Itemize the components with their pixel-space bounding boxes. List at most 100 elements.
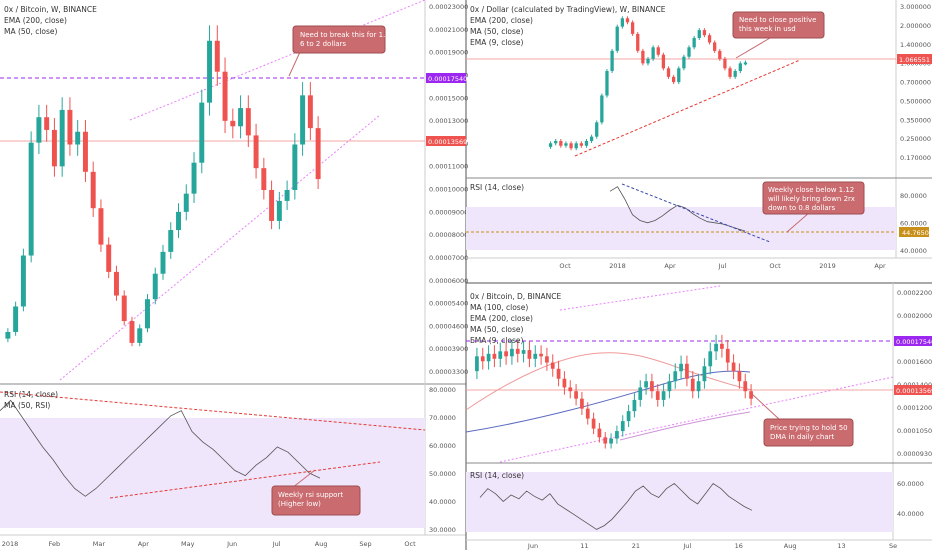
candle-body [13,306,19,332]
candle-body [702,366,707,382]
y-tick-label: 0.700000 [900,79,931,87]
svg-text:44.7650: 44.7650 [902,229,929,237]
y-tick-label: 70.0000 [429,414,456,422]
y-tick-label: 0.00015000 [429,94,468,102]
candle-body [723,58,727,69]
candle-body [641,50,645,64]
candle-body [707,35,712,43]
y-tick-label: 0.00011000 [429,163,468,171]
candle-body [545,356,549,363]
left-rsi-ma: MA (50, RSI) [4,401,50,410]
y-tick-label: 0.00006000 [429,277,468,285]
x-tick-label: Mar [93,540,106,548]
candle-body [661,391,666,400]
candle-body [498,351,503,359]
x-tick-label: Feb [49,540,61,548]
tr-rsi-line [609,186,746,232]
x-tick-label: Jul [718,262,727,270]
candle-body [199,102,205,163]
x-tick-label: Jun [527,542,538,550]
candle-body [677,68,681,83]
y-tick-label: 2.000000 [900,22,931,30]
y-tick-label: 0.350000 [900,116,931,124]
candle-body [504,351,508,357]
br-rsi-band [466,472,893,532]
candle-body [222,71,228,121]
br-rsi-line [479,482,753,530]
x-tick-label: 11 [580,542,588,550]
x-tick-label: Oct [559,262,571,270]
y-tick-label: 1.400000 [900,41,931,49]
br-resistance-tag: 0.00017540 [894,336,932,346]
annotation-tr-rsi[interactable]: Weekly close below 1.12 will likely bring… [762,181,865,233]
annotation-left-rsi[interactable]: Weekly rsi support (Higher low) [271,469,361,516]
br-ind3: MA (50, close) [470,325,524,334]
candle-body [90,171,96,209]
candle-body [284,190,290,201]
candle-body [562,378,567,388]
candle-body [261,168,267,190]
candle-body [238,108,244,127]
candle-body [574,143,578,149]
candle-body [620,421,625,432]
candle-body [646,58,650,64]
left-rsi-panel[interactable]: 80.0000 70.0000 60.0000 50.0000 40.0000 30.00… [0,386,456,534]
y-tick-label: 60.0000 [900,220,927,228]
tr-price-panel[interactable]: 3.0000002.0000001.4000001.0000000.700000… [466,0,931,258]
x-tick-label: Apr [664,262,676,270]
candle-body [615,26,619,51]
br-rsi-panel[interactable]: 60.0000 40.0000 [466,472,924,532]
tr-ind1: EMA (200, close) [470,16,533,25]
y-tick-label: 0.00004600 [429,322,468,330]
left-x-axis: 2018 Feb Mar Apr May Jun Jul Aug Sep Oct [2,540,416,548]
y-tick-label: 0.00008000 [429,231,468,239]
br-rsi-title: RSI (14, close) [470,471,524,480]
candle-body [569,143,573,149]
candle-body [620,18,624,27]
candle-body [568,387,573,392]
br-ma100-line [465,370,751,433]
y-tick-label: 0.500000 [900,97,931,105]
candle-body [591,418,596,429]
br-upper-trendline [559,285,721,311]
x-tick-label: Aug [784,542,797,550]
candle-body [673,371,678,382]
candle-body [720,343,724,349]
left-header: 0x / Bitcoin, W, BINANCE EMA (200, close… [4,5,97,410]
candle-body [176,211,181,231]
br-x-axis: Jun 11 21 Jul 16 Aug 13 Se [527,542,897,550]
br-ind4: EMA (9, close) [470,336,524,345]
annotation-left-break[interactable]: Need to break this for 1. 6 to 2 dollars [288,25,386,77]
candle-body [554,140,558,144]
left-rsi-resistance-line [0,391,426,431]
annotation-br-dma[interactable]: Price trying to hold 50 DMA in daily char… [751,393,854,447]
candle-body [718,50,722,59]
y-tick-label: 0.00019000 [429,49,468,57]
br-lower-trendline [499,376,894,463]
left-price-panel[interactable]: 0.000230000.000210000.000190000.00017000… [0,0,468,535]
tr-last-tag: 1.066551 [897,54,932,64]
candle-body [584,140,589,146]
y-tick-label: 0.00009000 [429,208,468,216]
candle-body [480,356,485,362]
svg-text:0.00017540: 0.00017540 [428,75,467,83]
tr-rsi-axis: 80.0000 60.0000 40.0000 [900,192,927,255]
y-tick-label: 0.00023000 [429,3,468,11]
candle-body [276,200,282,221]
candle-body [253,135,259,169]
x-tick-label: Sep [359,540,371,548]
y-tick-label: 0.00009300 [897,450,932,458]
candle-body [632,399,637,412]
y-tick-label: 0.00021000 [429,26,468,34]
candle-body [245,108,251,136]
candle-body [656,47,660,55]
candle-body [292,144,298,190]
x-tick-label: 21 [632,542,640,550]
x-tick-label: Apr [874,262,886,270]
candle-body [650,381,654,392]
x-tick-label: May [181,540,195,548]
candle-body [191,162,197,194]
annotation-tr-close[interactable]: Need to close positive this week in usd [732,11,825,59]
